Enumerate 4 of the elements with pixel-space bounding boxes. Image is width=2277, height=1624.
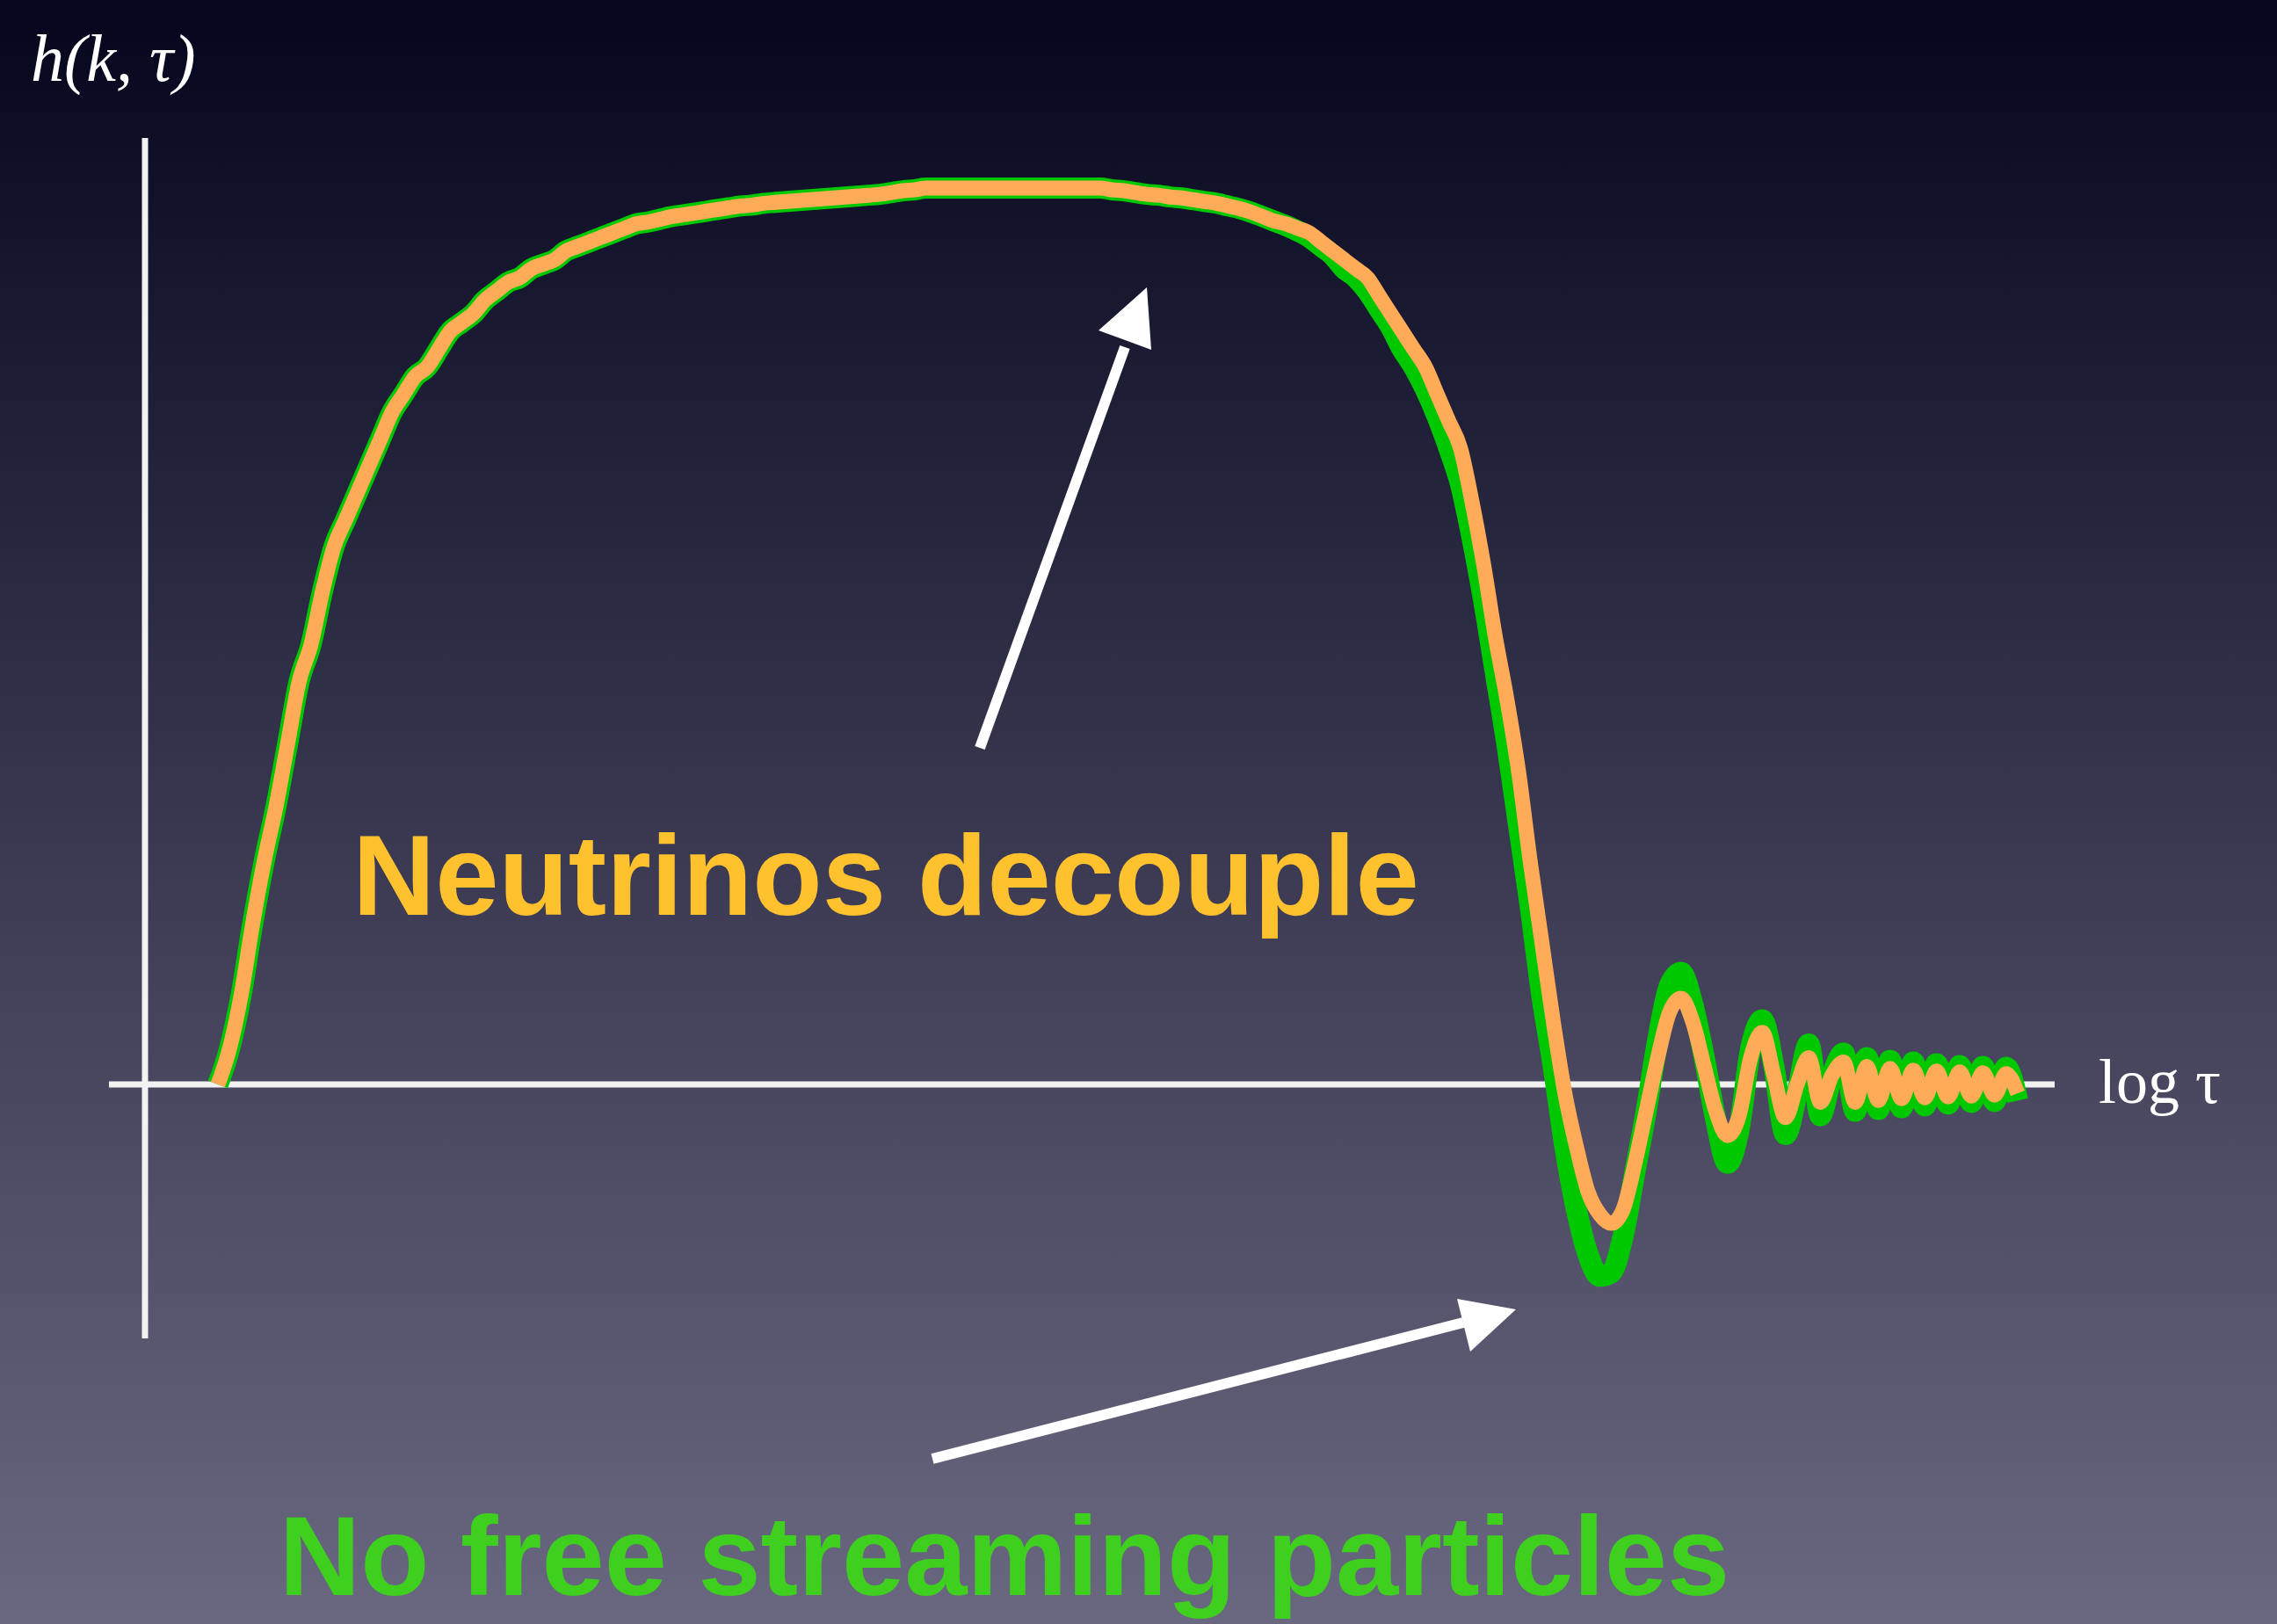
text: No free streaming particles [279,1493,1730,1619]
x-axis-title: log τ [2099,1047,2221,1117]
annotation: Neutrinos decouple [352,811,1419,939]
y-axis-title: h(k, τ) [31,21,196,96]
